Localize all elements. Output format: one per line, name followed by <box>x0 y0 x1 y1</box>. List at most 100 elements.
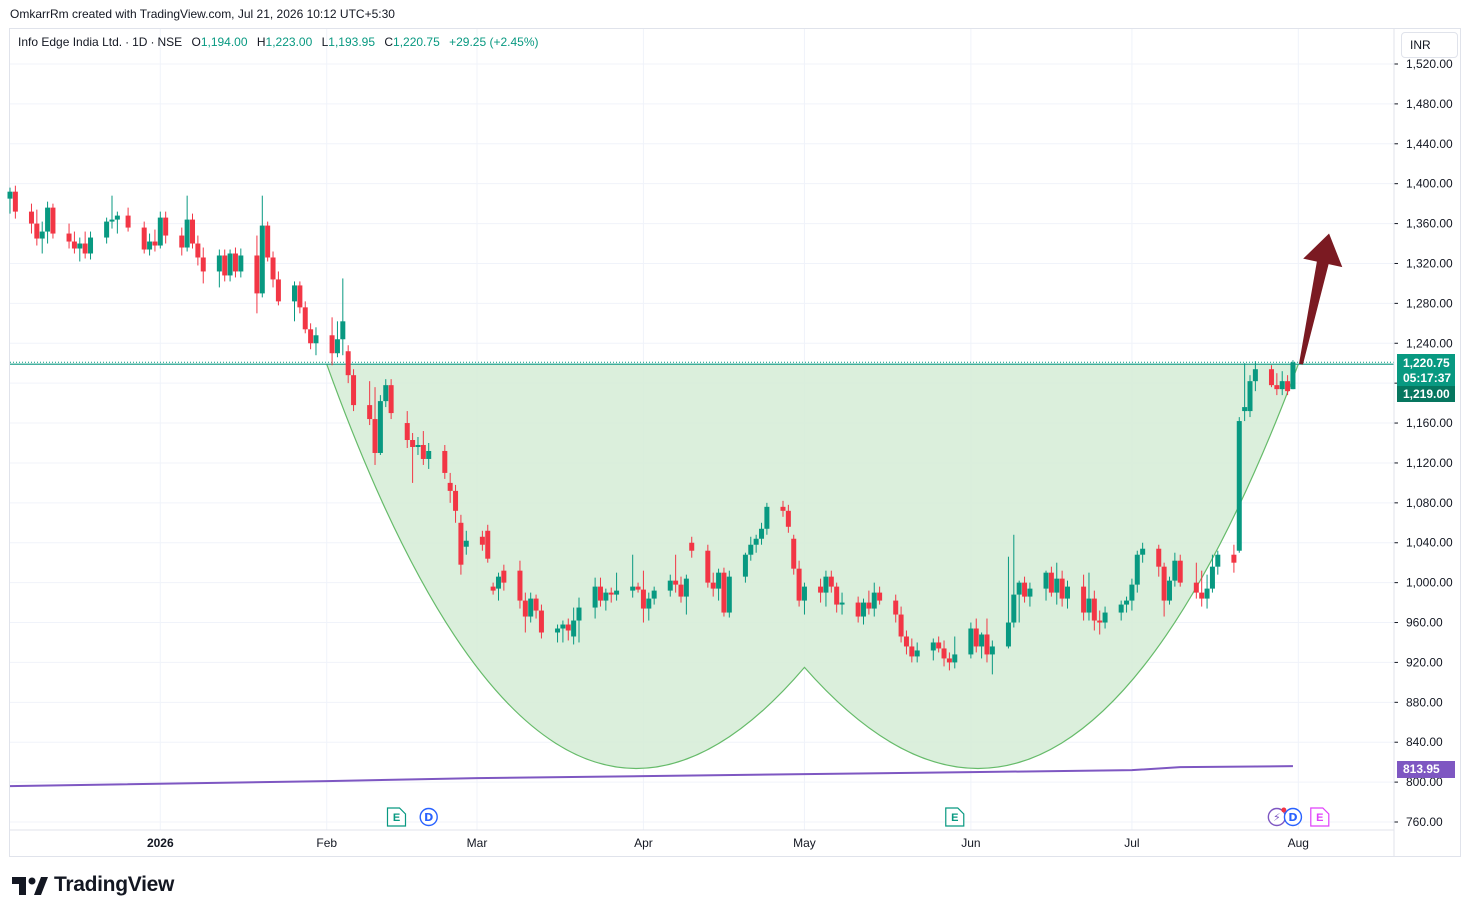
currency-button[interactable]: INR <box>1401 32 1458 58</box>
candle-body <box>1005 622 1011 647</box>
candle <box>984 618 990 663</box>
candle-body <box>630 586 636 591</box>
candle-body <box>1064 586 1070 599</box>
candle-body <box>313 335 319 344</box>
earnings-marker[interactable]: E <box>945 807 965 827</box>
symbol-name[interactable]: Info Edge India Ltd. <box>18 35 123 49</box>
candle-body <box>383 385 389 402</box>
candle-body <box>528 598 534 617</box>
earnings-marker[interactable]: E <box>1310 807 1330 827</box>
low-value: 1,193.95 <box>328 35 376 49</box>
up-arrow-annotation <box>1298 233 1343 365</box>
candle-body <box>1215 554 1221 567</box>
candle <box>104 217 110 244</box>
candle-body <box>1102 612 1108 623</box>
candle-body <box>984 634 990 655</box>
candle-body <box>1059 578 1065 599</box>
candle <box>109 195 115 229</box>
candle <box>39 221 45 254</box>
candle <box>125 207 131 232</box>
candle <box>1161 562 1167 617</box>
earnings-letter: E <box>393 812 400 824</box>
candle <box>1231 544 1237 573</box>
candle-body <box>753 538 759 545</box>
candle <box>1059 570 1065 607</box>
earnings-marker[interactable]: E <box>386 807 407 827</box>
candle-body <box>855 602 861 617</box>
candle-body <box>1124 600 1130 605</box>
candle-body <box>909 646 915 657</box>
candle <box>1005 556 1011 649</box>
dividend-marker[interactable]: D <box>419 807 438 827</box>
tradingview-logo[interactable]: TradingView <box>12 873 174 897</box>
candle <box>453 484 459 523</box>
candle <box>222 249 228 282</box>
candle-body <box>308 329 314 344</box>
candle-body <box>1236 421 1242 551</box>
candle-body <box>705 550 711 583</box>
brand-name: TradingView <box>54 873 175 896</box>
candle <box>1091 590 1097 631</box>
candle-body <box>216 255 222 272</box>
y-tick-label: 760.00 <box>1406 815 1443 829</box>
candle <box>667 574 673 597</box>
candle <box>1285 375 1291 396</box>
candle-body <box>259 225 265 294</box>
candle <box>855 596 861 623</box>
bar-countdown: 05:17:37 <box>1403 371 1452 385</box>
split-marker[interactable]: ⚡ <box>1267 807 1287 827</box>
y-tick-label: 1,080.00 <box>1406 496 1453 510</box>
candle-body <box>82 243 88 254</box>
earnings-icon <box>945 807 965 827</box>
candle <box>801 582 807 615</box>
candle <box>1027 582 1033 607</box>
candle-body <box>635 586 641 590</box>
candle <box>1156 544 1162 577</box>
close-value: 1,220.75 <box>393 35 440 49</box>
candle <box>1215 550 1221 575</box>
candle <box>871 582 877 617</box>
candle <box>716 568 722 601</box>
candle <box>147 233 153 256</box>
candle-body <box>1247 381 1253 412</box>
candle-body <box>517 570 523 601</box>
candle-body <box>222 255 228 276</box>
interval[interactable]: 1D <box>132 35 148 49</box>
candle-body <box>114 215 120 220</box>
candle-body <box>796 568 802 601</box>
candle-body <box>1097 620 1103 623</box>
candles <box>7 185 1296 675</box>
price-level-line <box>10 361 1394 365</box>
x-tick-label: Jun <box>961 836 980 850</box>
moving-average-line <box>9 765 1293 788</box>
candle-body <box>458 522 464 565</box>
x-tick-label: May <box>793 836 816 850</box>
candle-body <box>7 191 13 199</box>
candle <box>259 195 265 298</box>
y-tick-label: 960.00 <box>1406 616 1443 630</box>
candle-body <box>1134 554 1140 585</box>
candle-body <box>1048 572 1054 593</box>
split-letter: ⚡ <box>1273 811 1281 824</box>
candle <box>372 387 378 465</box>
chart-frame <box>9 28 1461 857</box>
candle <box>463 530 469 555</box>
candle <box>490 582 496 595</box>
candle-body <box>560 624 566 629</box>
candle-body <box>834 586 840 605</box>
candle-body <box>292 285 298 302</box>
level-price-tag: 1,219.00 <box>1397 386 1455 402</box>
candle-body <box>823 576 829 593</box>
dividend-marker[interactable]: D <box>1283 807 1303 827</box>
candle-body <box>1118 604 1124 613</box>
candle-body <box>968 628 974 655</box>
y-tick-label: 1,280.00 <box>1406 296 1453 310</box>
candle-body <box>340 321 346 340</box>
x-tick-label: Feb <box>316 836 337 850</box>
dividend-icon <box>1283 807 1303 827</box>
candle-body <box>952 654 958 663</box>
candle <box>447 472 453 503</box>
x-tick-label: Apr <box>634 836 653 850</box>
candle <box>442 444 448 479</box>
